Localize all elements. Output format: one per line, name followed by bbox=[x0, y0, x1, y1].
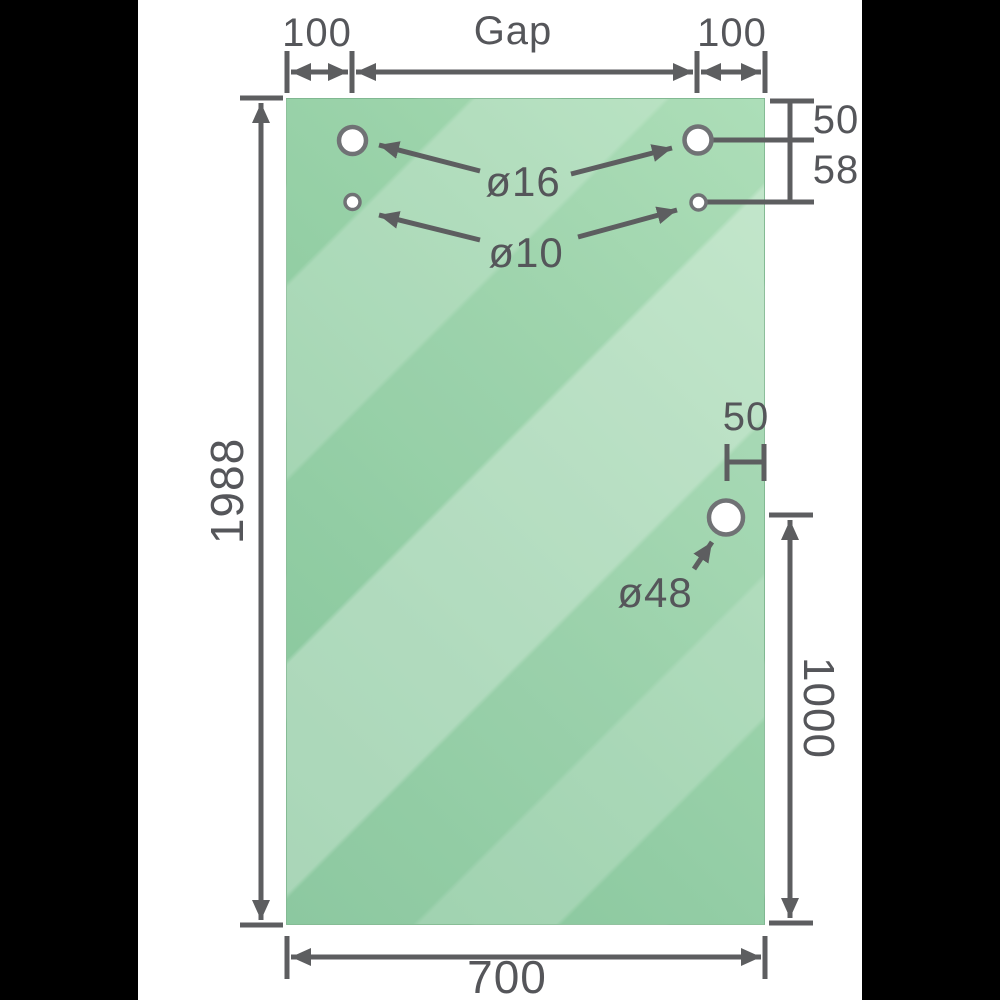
label-edge-to-hole: 50 bbox=[812, 98, 860, 142]
label-top-left-offset: 100 bbox=[282, 11, 352, 55]
label-bottom-offset: 1000 bbox=[794, 657, 843, 759]
label-hole-10: ø10 bbox=[488, 229, 564, 276]
top-dimension bbox=[284, 51, 768, 93]
label-handle-offset: 50 bbox=[722, 395, 770, 439]
label-gap: Gap bbox=[473, 9, 553, 53]
label-hole-48: ø48 bbox=[617, 569, 693, 616]
right-pillarbox bbox=[862, 0, 1000, 1000]
label-top-right-offset: 100 bbox=[697, 11, 767, 55]
label-panel-width: 700 bbox=[467, 951, 547, 1000]
label-panel-height: 1988 bbox=[201, 437, 253, 545]
label-hole-spacing: 58 bbox=[812, 148, 860, 192]
left-pillarbox bbox=[0, 0, 138, 1000]
glass-panel bbox=[286, 98, 765, 925]
label-hole-16: ø16 bbox=[485, 158, 561, 205]
